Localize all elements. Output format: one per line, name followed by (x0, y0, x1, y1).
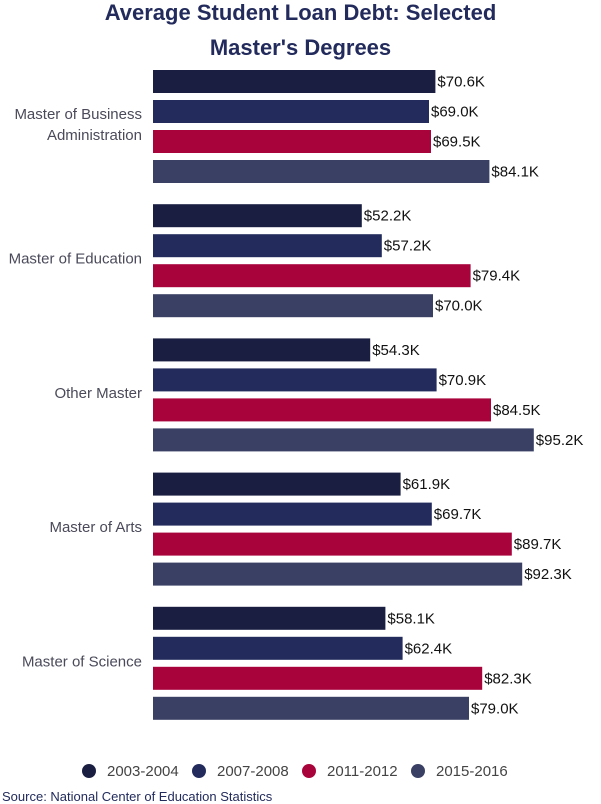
bar (153, 636, 403, 660)
data-label: $84.5K (493, 402, 541, 419)
legend-marker (411, 764, 425, 778)
chart-title-line2: Master's Degrees (209, 35, 392, 60)
category-label: Administration (47, 127, 142, 144)
legend-label: 2003-2004 (107, 763, 179, 780)
bar (153, 264, 471, 288)
legend-label: 2011-2012 (327, 763, 398, 780)
bar (153, 696, 469, 720)
data-label: $61.9K (403, 476, 451, 493)
data-label: $69.0K (431, 104, 479, 121)
data-label: $58.1K (387, 610, 435, 627)
data-label: $89.7K (514, 536, 562, 553)
data-label: $95.2K (536, 432, 584, 449)
bar (153, 234, 382, 258)
category-label: Master of Arts (49, 519, 142, 536)
bar (153, 472, 401, 496)
data-label: $82.3K (484, 670, 532, 687)
bar (153, 428, 534, 452)
source-note: Source: National Center of Education Sta… (2, 789, 273, 804)
data-label: $70.9K (439, 372, 487, 389)
bar (153, 100, 429, 123)
chart-title-line1: Average Student Loan Debt: Selected (104, 0, 497, 25)
data-label: $69.5K (433, 134, 481, 151)
category-label: Master of Business (14, 106, 142, 123)
bar (153, 160, 490, 183)
bar (153, 398, 491, 422)
data-label: $70.0K (435, 298, 483, 315)
data-label: $79.0K (471, 700, 519, 717)
bar (153, 666, 483, 690)
bar (153, 130, 431, 153)
legend-label: 2007-2008 (217, 763, 289, 780)
data-label: $79.4K (473, 268, 521, 285)
bar (153, 204, 362, 228)
category-label: Master of Science (22, 653, 142, 670)
bar (153, 294, 433, 318)
data-label: $57.2K (384, 238, 432, 255)
data-label: $92.3K (524, 566, 572, 583)
data-label: $52.2K (364, 208, 412, 225)
data-label: $84.1K (491, 164, 539, 181)
bar (153, 606, 386, 630)
legend-label: 2015-2016 (436, 763, 508, 780)
bar (153, 70, 436, 93)
bar (153, 338, 371, 362)
bar (153, 368, 437, 392)
data-label: $70.6K (437, 74, 485, 91)
bar (153, 532, 512, 556)
legend-marker (192, 764, 206, 778)
legend-marker (82, 764, 96, 778)
category-label: Other Master (54, 385, 142, 402)
data-label: $69.7K (434, 506, 482, 523)
category-label: Master of Education (9, 251, 142, 268)
bar (153, 502, 432, 526)
legend-marker (302, 764, 316, 778)
bar (153, 562, 523, 586)
data-label: $54.3K (372, 342, 420, 359)
data-label: $62.4K (405, 640, 453, 657)
